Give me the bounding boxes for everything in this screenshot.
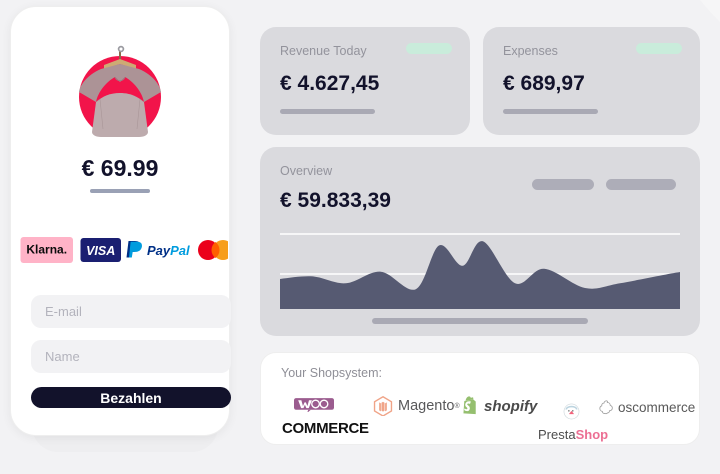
svg-text:Klarna.: Klarna. <box>26 243 67 257</box>
svg-text:VISA: VISA <box>86 244 115 258</box>
svg-text:PayPal: PayPal <box>147 243 190 258</box>
